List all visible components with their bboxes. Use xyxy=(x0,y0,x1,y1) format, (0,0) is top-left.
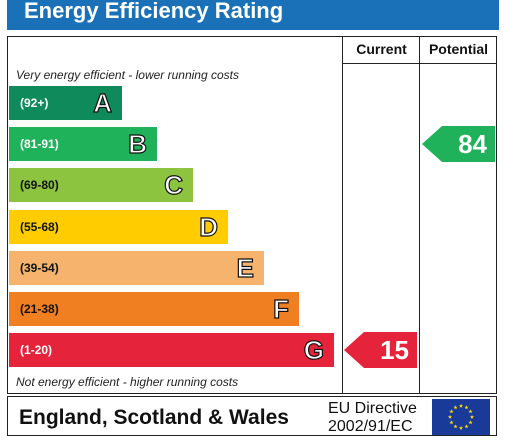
divider-potential xyxy=(419,36,420,394)
band-range-label: (81-91) xyxy=(20,137,59,152)
flag-star xyxy=(453,424,458,429)
band-letter: G xyxy=(303,335,324,366)
flag-star xyxy=(458,403,464,408)
band-g: (1-20) G xyxy=(9,333,334,368)
eu-flag-stars xyxy=(447,403,475,430)
title-bar: Energy Efficiency Rating xyxy=(7,0,499,30)
flag-star xyxy=(469,414,475,419)
flag-star xyxy=(468,409,473,414)
flag-star xyxy=(464,424,469,429)
band-letter: E xyxy=(236,252,255,283)
directive-line2: 2002/91/EC xyxy=(328,418,413,435)
potential-rating-arrow-value: 84 xyxy=(458,129,487,160)
band-range-label: (55-68) xyxy=(20,219,59,234)
directive-line1: EU Directive xyxy=(328,400,417,417)
band-f: (21-38) F xyxy=(9,292,299,326)
current-rating-arrow-value: 15 xyxy=(380,335,409,366)
potential-rating-arrow: 84 xyxy=(422,126,495,163)
potential-rating-arrow-polygon xyxy=(422,126,495,163)
region-label: England, Scotland & Wales xyxy=(19,406,289,429)
band-e: (39-54) E xyxy=(9,250,264,285)
note-inefficient: Not energy efficient - higher running co… xyxy=(16,375,239,389)
potential-column-header: Potential xyxy=(428,41,489,57)
flag-star xyxy=(458,425,464,430)
band-range-label: (69-80) xyxy=(20,178,59,193)
band-letter: C xyxy=(164,170,184,201)
flag-star xyxy=(449,420,454,425)
band-letter: B xyxy=(128,129,148,160)
band-d: (55-68) D xyxy=(9,209,228,244)
potential-rating-arrow-shape xyxy=(422,126,495,163)
flag-star xyxy=(468,420,473,425)
band-letter: F xyxy=(273,293,290,324)
divider-current xyxy=(342,36,343,394)
rating-frame xyxy=(7,36,497,394)
band-range-label: (39-54) xyxy=(20,260,59,275)
flag-star xyxy=(449,409,454,414)
flag-star xyxy=(464,405,469,410)
eu-flag xyxy=(432,399,490,435)
band-range-label: (92+) xyxy=(20,96,49,110)
band-range-label: (1-20) xyxy=(20,343,53,358)
note-efficient: Very energy efficient - lower running co… xyxy=(16,68,239,82)
flag-star xyxy=(453,405,458,410)
flag-star xyxy=(447,414,453,419)
chart-title: Energy Efficiency Rating xyxy=(24,0,284,23)
band-letter: D xyxy=(199,211,219,242)
band-b: (81-91) B xyxy=(9,127,157,162)
eu-directive: EU Directive 2002/91/EC xyxy=(328,400,417,436)
header-divider xyxy=(343,63,497,64)
current-rating-arrow-shape xyxy=(344,332,417,369)
current-rating-arrow: 15 xyxy=(344,332,417,369)
band-c: (69-80) C xyxy=(9,168,193,203)
band-letter: A xyxy=(93,87,113,118)
current-column-header: Current xyxy=(356,41,407,57)
current-rating-arrow-polygon xyxy=(344,332,417,369)
band-range-label: (21-38) xyxy=(20,302,59,316)
band-a: (92+) A xyxy=(9,86,122,120)
